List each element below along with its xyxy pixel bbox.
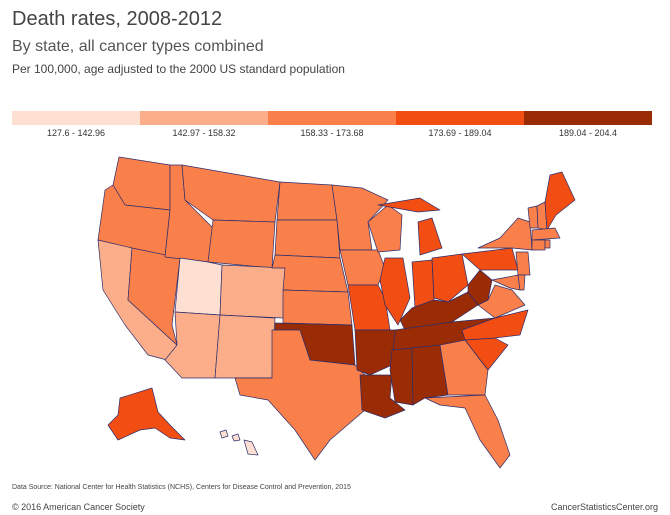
state-new-york[interactable]	[477, 217, 533, 251]
legend-label-2: 142.97 - 158.32	[172, 128, 236, 138]
map-note: Per 100,000, age adjusted to the 2000 US…	[12, 62, 345, 76]
state-wyoming[interactable]	[207, 219, 276, 269]
state-hawaii[interactable]	[219, 429, 259, 456]
state-minnesota[interactable]	[331, 184, 389, 251]
state-texas[interactable]	[234, 329, 369, 461]
state-arkansas[interactable]	[354, 329, 396, 376]
state-north-dakota[interactable]	[276, 181, 338, 221]
state-new-mexico[interactable]	[214, 314, 276, 379]
state-kansas[interactable]	[282, 289, 353, 326]
state-georgia[interactable]	[439, 339, 489, 396]
state-connecticut[interactable]	[531, 239, 546, 251]
state-mississippi[interactable]	[389, 347, 414, 406]
state-maine[interactable]	[544, 171, 576, 231]
state-delaware[interactable]	[517, 274, 526, 291]
state-illinois[interactable]	[379, 257, 411, 326]
legend-swatch-1	[12, 111, 140, 125]
state-indiana[interactable]	[411, 259, 435, 309]
legend-swatch-3	[268, 111, 396, 125]
state-south-dakota[interactable]	[274, 219, 341, 259]
legend-label-3: 158.33 - 173.68	[300, 128, 364, 138]
state-wisconsin[interactable]	[367, 204, 403, 253]
state-ohio[interactable]	[431, 253, 469, 303]
data-source: Data Source: National Center for Health …	[12, 484, 351, 491]
legend-swatch-2	[140, 111, 268, 125]
state-alaska[interactable]	[107, 387, 186, 441]
state-florida[interactable]	[424, 394, 511, 469]
legend-label-5: 189.04 - 204.4	[558, 128, 618, 138]
state-new-jersey[interactable]	[515, 251, 531, 276]
state-michigan[interactable]	[377, 197, 443, 256]
legend-labels: 127.6 - 142.96 142.97 - 158.32 158.33 - …	[12, 128, 652, 138]
state-virginia[interactable]	[477, 284, 526, 319]
legend-swatch-5	[524, 111, 652, 125]
map-subtitle: By state, all cancer types combined	[12, 38, 264, 55]
us-choropleth-map	[97, 156, 576, 469]
state-vermont[interactable]	[527, 205, 539, 229]
state-colorado[interactable]	[219, 264, 286, 319]
state-alabama[interactable]	[411, 344, 449, 406]
state-massachusetts[interactable]	[531, 227, 561, 241]
copyright: © 2016 American Cancer Society	[12, 502, 145, 512]
state-utah[interactable]	[174, 257, 223, 316]
state-iowa[interactable]	[339, 249, 386, 286]
state-pennsylvania[interactable]	[461, 247, 519, 271]
site-link[interactable]: CancerStatisticsCenter.org	[550, 502, 658, 512]
state-rhode-island[interactable]	[544, 239, 551, 249]
map-title: Death rates, 2008-2012	[12, 8, 223, 30]
legend-label-4: 173.69 - 189.04	[428, 128, 492, 138]
legend-label-1: 127.6 - 142.96	[46, 128, 106, 138]
legend-swatch-4	[396, 111, 524, 125]
legend-bar	[12, 111, 652, 125]
